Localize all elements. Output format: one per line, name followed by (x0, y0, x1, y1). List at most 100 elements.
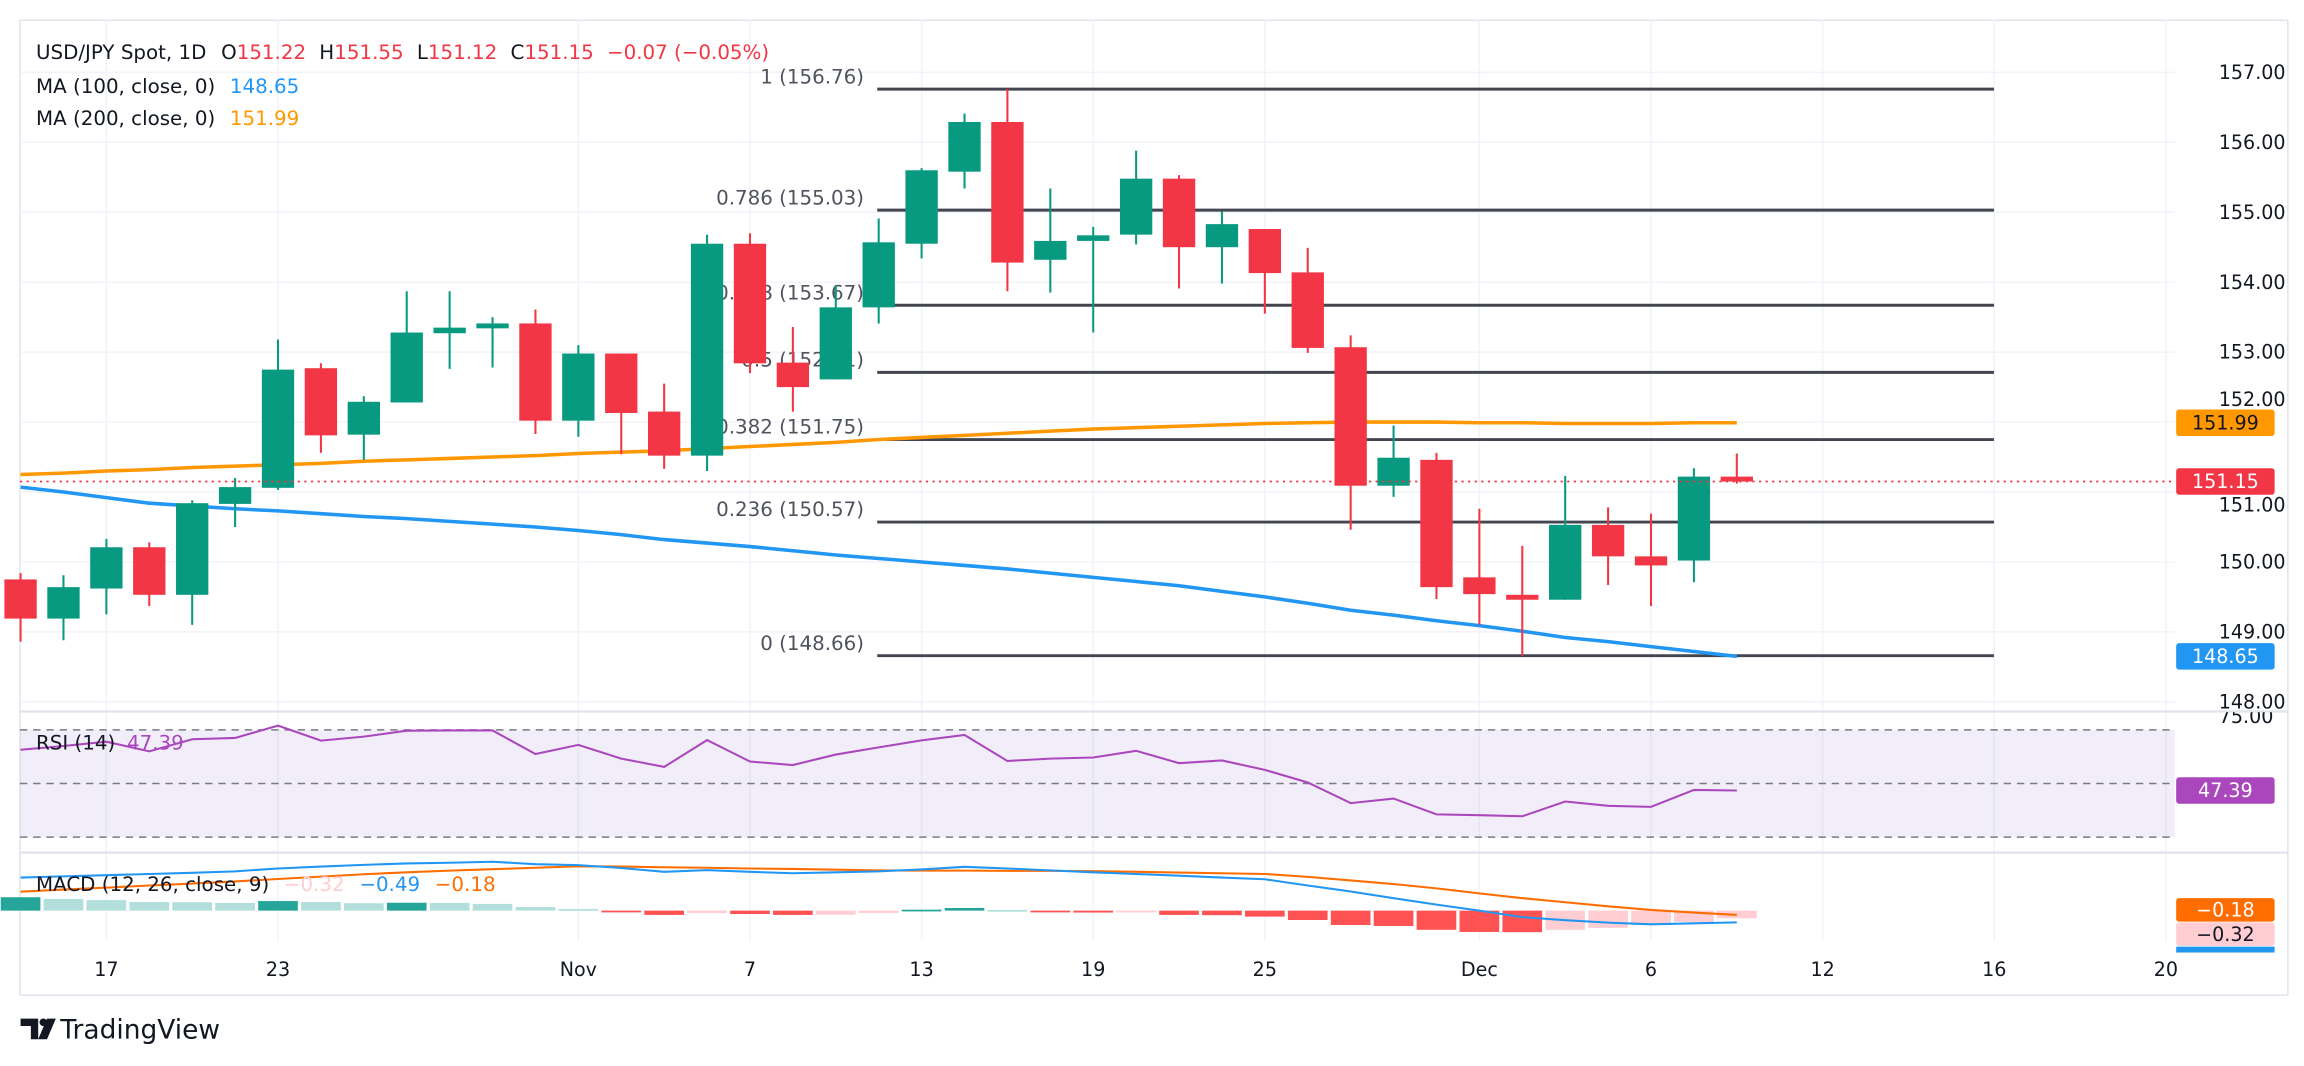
close-value: 151.15 (524, 41, 593, 64)
candle-body (562, 353, 595, 421)
candle-body (1463, 577, 1496, 595)
macd-histogram-bar (472, 903, 513, 911)
candle (1549, 475, 1582, 600)
macd-histogram-bar (301, 902, 341, 911)
price-tick-label: 154.00 (2219, 271, 2286, 294)
close-label: C (511, 41, 525, 64)
candle (905, 168, 938, 259)
candle (1463, 508, 1496, 625)
price-tick-label: 148.00 (2219, 690, 2286, 713)
macd-histogram-bar (129, 902, 170, 911)
candle-body (862, 242, 895, 308)
legend-rsi[interactable]: RSI (14) 47.39 (36, 732, 184, 755)
candle-body (1077, 235, 1110, 241)
price-axis[interactable]: 157.00156.00155.00154.00153.00152.00151.… (2176, 61, 2286, 953)
price-tick-label: 151.00 (2219, 494, 2286, 517)
price-tick-label: 150.00 (2219, 551, 2286, 574)
rsi-pane (19, 729, 2175, 838)
candle-body (991, 122, 1024, 263)
macd-line-value: −0.49 (359, 873, 420, 896)
candle (1377, 425, 1410, 497)
candle (261, 339, 295, 490)
candle-body (90, 547, 123, 589)
macd-signal-tag-box (2176, 898, 2275, 922)
ma100-line (20, 485, 1738, 659)
legend-macd[interactable]: MACD (12, 26, close, 9) −0.32 −0.49 −0.18 (36, 873, 496, 896)
macd-histogram-bar (815, 910, 856, 915)
fib-level-label: 0.786 (155.03) (716, 186, 864, 209)
candle-body (819, 307, 852, 380)
last-price-tag: 151.15 (2176, 468, 2275, 495)
macd-histogram-bar (0, 897, 41, 911)
time-axis[interactable]: 17 23 Nov 7 13 19 25 Dec 6 12 16 20 (94, 958, 2178, 981)
high-value: 151.55 (334, 41, 403, 64)
candle-body (133, 547, 166, 595)
macd-histogram-bar (558, 908, 599, 911)
grid (19, 20, 2175, 941)
ma100-price-tag: 148.65 (2176, 643, 2275, 670)
candle (1720, 453, 1753, 484)
candle (991, 89, 1024, 292)
price-tick-label: 149.00 (2219, 621, 2286, 644)
time-tick-label: 19 (1081, 958, 1105, 981)
macd-histogram-bar (644, 910, 684, 915)
time-tick-label: 25 (1253, 958, 1277, 981)
macd-histogram-tag: −0.32 (2176, 922, 2275, 946)
fib-level-label: 0.236 (150.57) (716, 498, 864, 521)
candle-body (218, 487, 252, 504)
candle-body (1119, 178, 1153, 235)
candle-body (1162, 178, 1196, 248)
candle-body (733, 243, 767, 364)
candle-body (776, 362, 810, 388)
macd-histogram-bar (901, 909, 942, 912)
candle-body (1591, 524, 1625, 557)
macd-histogram-bar (987, 909, 1028, 912)
ma200-price-tag-box (2176, 409, 2275, 436)
macd-histogram-bar (773, 910, 813, 915)
legend-main-series[interactable]: USD/JPY Spot, 1D O151.22 H151.55 L151.12 C15… (36, 41, 769, 64)
candle-body (1549, 524, 1582, 600)
macd-histogram-bar (429, 902, 470, 911)
rsi-tick-label: 75.00 (2219, 705, 2274, 728)
macd-histogram-bar (687, 910, 727, 914)
legend-ma200[interactable]: MA (200, close, 0) 151.99 (36, 107, 299, 130)
candle (776, 326, 810, 412)
candlestick-series (4, 89, 1753, 656)
macd-histogram-bar (1502, 910, 1543, 933)
legend-ma100[interactable]: MA (100, close, 0) 148.65 (36, 75, 299, 98)
candle (1506, 545, 1539, 656)
time-tick-label: 17 (94, 958, 118, 981)
ma200-price-tag-text: 151.99 (2192, 411, 2259, 434)
candle-body (1634, 556, 1668, 566)
rsi-value-tag-text: 47.39 (2198, 779, 2253, 802)
ma100-price-tag-text: 148.65 (2192, 645, 2259, 668)
candle-body (176, 503, 209, 595)
symbol-title: USD/JPY Spot, 1D (36, 41, 206, 64)
macd-histogram-bar (730, 910, 770, 914)
macd-histogram-tag-text: −0.32 (2196, 923, 2255, 946)
time-tick-label: Nov (560, 958, 597, 981)
macd-histogram-bar (1159, 910, 1199, 915)
price-tick-label: 156.00 (2219, 131, 2286, 154)
tradingview-logo[interactable]: TradingView (20, 1014, 220, 1045)
change-value: −0.07 (−0.05%) (607, 41, 769, 64)
candle-body (605, 353, 638, 413)
rsi-label: RSI (14) (36, 732, 115, 755)
open-label: O (221, 41, 237, 64)
chart-frame (19, 19, 2289, 996)
candle (304, 363, 338, 453)
candle (4, 573, 37, 642)
candle-body (1506, 594, 1539, 600)
candle-body (905, 170, 938, 244)
rsi-line (20, 724, 1737, 818)
tradingview-wordmark: TradingView (59, 1014, 220, 1045)
macd-histogram-bar (43, 898, 84, 911)
macd-histogram-bar (944, 907, 985, 911)
candle-body (1720, 476, 1753, 482)
time-tick-label: 7 (744, 958, 756, 981)
macd-line-tag (2176, 946, 2275, 953)
ma200-label: MA (200, close, 0) (36, 107, 215, 130)
candle (433, 291, 466, 369)
macd-indicator (0, 860, 1757, 933)
